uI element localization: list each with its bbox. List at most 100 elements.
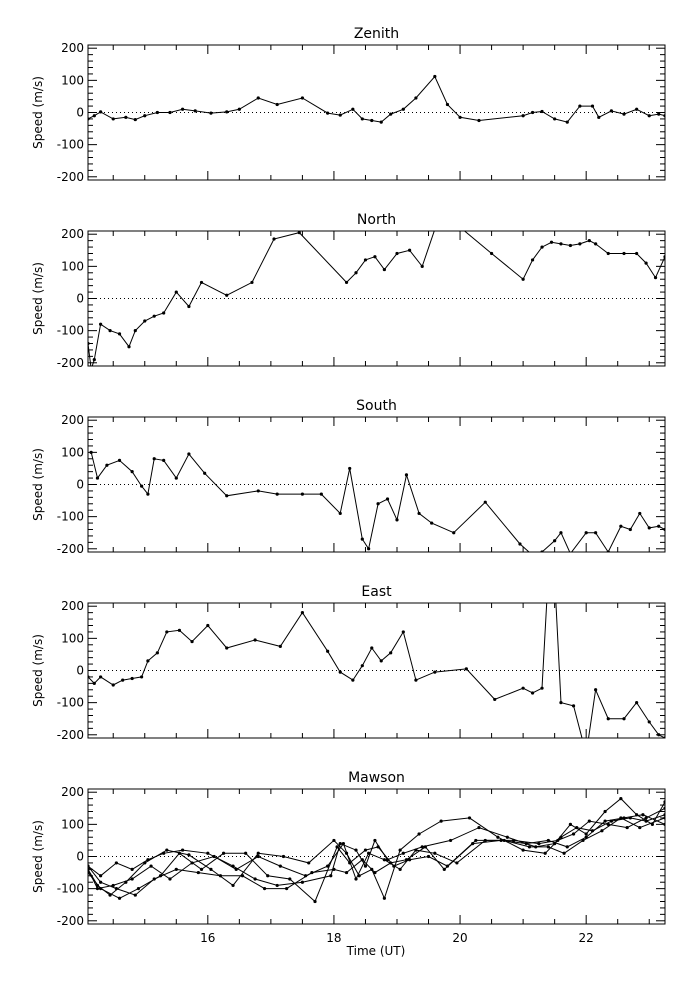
data-point [348,466,352,471]
data-point [95,887,100,891]
panel-zenith: Zenith 200 100 0 -100 -200 Speed (m/s) [31,26,666,184]
data-point [117,458,122,462]
data-point [578,242,582,246]
data-point [376,502,380,506]
data-point [565,120,569,124]
data-point [606,550,610,552]
data-point [455,223,458,226]
data-point [174,290,178,294]
data-point [550,515,553,518]
y-tick-label: 200 [61,41,84,55]
data-point [209,111,213,115]
data-point [88,341,90,346]
data-point [395,518,399,522]
data-point [382,267,386,272]
data-point [341,842,345,846]
data-point [165,848,169,852]
data-point [225,293,229,297]
data-point [521,686,525,690]
data-point [105,463,109,467]
data-point [635,251,639,256]
data-point [594,531,598,535]
data-point [647,720,651,724]
data-point [88,117,90,121]
data-point [253,877,257,881]
panel-east: East 200 100 0 -100 -200 Speed (m/s) [31,515,666,742]
data-point [590,104,595,108]
data-point [559,701,563,705]
data-point [212,854,216,859]
data-point [111,117,115,121]
data-point [530,110,535,115]
data-point [354,271,358,275]
data-point [136,887,141,891]
data-point [367,851,371,855]
data-point [584,832,588,836]
data-point [146,659,150,663]
data-point [275,102,279,107]
data-point [635,701,639,705]
data-point [300,492,305,496]
data-point [130,676,134,681]
data-point [99,874,103,878]
data-point [556,838,560,843]
data-point [546,845,550,849]
panel-title: East [361,584,392,600]
data-point [117,896,122,900]
y-tick-label: -200 [57,356,84,370]
data-point [162,458,166,462]
data-point [338,670,342,674]
y-tick-label: -200 [57,914,84,928]
panel-title: North [357,212,396,228]
series-line-4 [88,814,665,896]
data-point [641,813,645,817]
data-point [262,887,267,891]
data-point [663,822,665,826]
data-point [546,838,550,843]
data-point [174,476,178,480]
data-point [518,542,522,546]
data-point [448,838,453,843]
data-point [373,255,377,259]
data-point [458,115,462,119]
data-point [281,854,286,859]
data-point [553,117,557,121]
data-point [530,691,535,695]
data-point [389,112,393,116]
data-point [152,314,156,318]
data-point [354,877,358,881]
data-point [467,816,472,820]
y-axis-label: Speed (m/s) [31,820,45,893]
data-point [489,251,494,256]
data-point [162,311,166,315]
data-point [562,851,566,855]
data-point [275,883,279,888]
y-tick-label: 0 [76,664,84,678]
data-point [524,842,528,846]
data-point [89,450,93,454]
y-tick-label: 0 [76,106,84,120]
data-point [644,261,648,265]
data-point [275,492,279,496]
series-line-5 [88,807,665,890]
data-point [256,854,260,859]
data-point [335,845,339,849]
data-point [237,107,241,111]
data-point [420,264,424,268]
data-point [225,494,229,498]
data-point [663,114,665,118]
panel-mawson: Mawson 200 100 0 -100 -200 Speed (m/s) 16 18 20 22 [31,770,666,945]
data-point [143,861,147,865]
data-point [483,838,487,843]
data-point [389,651,393,655]
x-tick-label: 22 [579,931,594,945]
data-point [152,457,156,461]
data-point [603,809,607,814]
y-axis-label: Speed (m/s) [31,262,45,335]
data-point [638,825,642,830]
y-tick-label: 100 [61,817,84,831]
data-point [187,304,191,309]
data-point [88,867,90,871]
y-tick-label: -100 [57,324,84,338]
data-point [121,678,125,682]
